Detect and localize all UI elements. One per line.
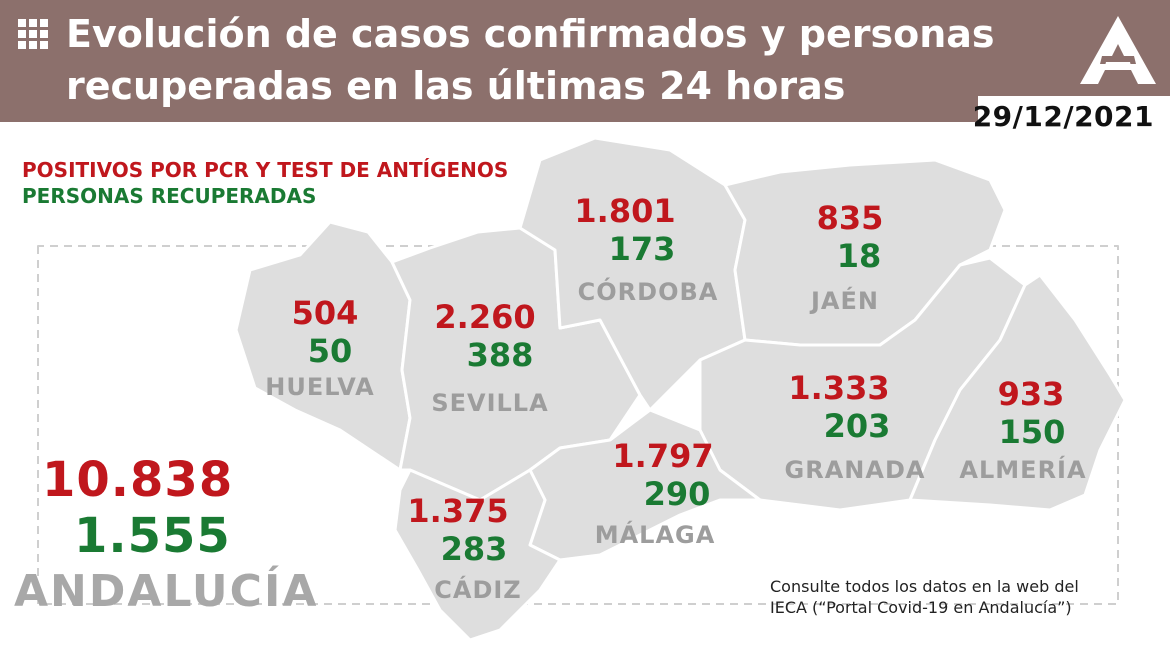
- junta-andalucia-logo: [1080, 16, 1156, 84]
- malaga-label: MÁLAGA: [594, 521, 716, 549]
- sevilla-recovered: 388: [466, 336, 534, 374]
- cordoba-positives: 1.801: [574, 192, 676, 230]
- andalucia-total-positives: 10.838: [42, 452, 234, 508]
- almeria-region: [908, 273, 1127, 512]
- legend-positives: POSITIVOS POR PCR Y TEST DE ANTÍGENOS: [22, 158, 509, 182]
- malaga-positives: 1.797: [612, 437, 714, 475]
- jaen-recovered: 18: [836, 237, 882, 275]
- page-title: Evolución de casos confirmados y persona…: [66, 8, 1026, 112]
- source-note: Consulte todos los datos en la web del I…: [770, 576, 1100, 618]
- title-line-1: Evolución de casos confirmados y persona…: [66, 12, 995, 56]
- cordoba-label: CÓRDOBA: [577, 278, 719, 306]
- cadiz-positives: 1.375: [407, 492, 509, 530]
- almeria-positives: 933: [997, 375, 1065, 413]
- jaen-label: JAÉN: [811, 287, 879, 315]
- legend-recovered: PERSONAS RECUPERADAS: [22, 184, 317, 208]
- date-box: 29/12/2021: [973, 96, 1170, 144]
- sevilla-label: SEVILLA: [431, 389, 549, 417]
- header-banner: Evolución de casos confirmados y persona…: [0, 0, 1170, 122]
- grid-icon: [18, 19, 48, 49]
- cadiz-recovered: 283: [440, 530, 508, 568]
- granada-label: GRANADA: [784, 456, 926, 484]
- granada-positives: 1.333: [788, 369, 890, 407]
- sevilla-positives: 2.260: [434, 298, 536, 336]
- cadiz-label: CÁDIZ: [434, 576, 522, 604]
- cordoba-recovered: 173: [608, 230, 676, 268]
- andalucia-total-recovered: 1.555: [74, 508, 231, 564]
- report-date: 29/12/2021: [972, 100, 1154, 133]
- huelva-recovered: 50: [307, 332, 353, 370]
- title-line-2: recuperadas en las últimas 24 horas: [66, 64, 846, 108]
- malaga-recovered: 290: [643, 475, 711, 513]
- source-note-line-2: IECA (“Portal Covid-19 en Andalucía”): [770, 598, 1072, 617]
- almeria-label: ALMERÍA: [959, 456, 1087, 484]
- source-note-line-1: Consulte todos los datos en la web del: [770, 577, 1079, 596]
- cadiz-region: [393, 468, 562, 642]
- andalucia-label: ANDALUCÍA: [14, 566, 319, 617]
- huelva-positives: 504: [291, 294, 359, 332]
- huelva-label: HUELVA: [265, 373, 375, 401]
- granada-recovered: 203: [823, 407, 891, 445]
- jaen-positives: 835: [816, 199, 884, 237]
- almeria-recovered: 150: [998, 413, 1066, 451]
